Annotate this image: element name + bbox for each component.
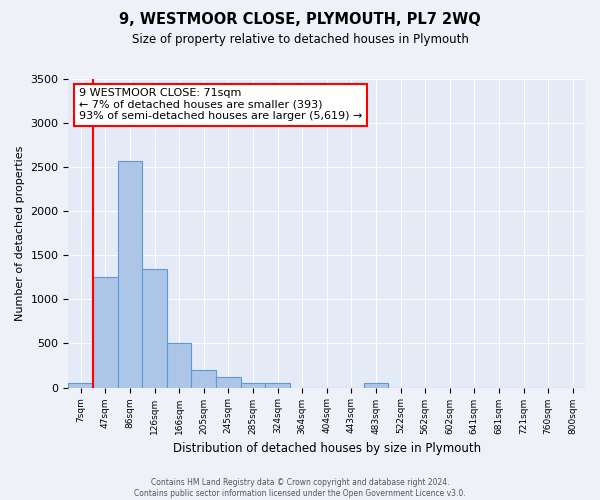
Y-axis label: Number of detached properties: Number of detached properties (15, 146, 25, 321)
Bar (93, 278, 118, 388)
Text: 9 WESTMOOR CLOSE: 71sqm
← 7% of detached houses are smaller (393)
93% of semi-de: 9 WESTMOOR CLOSE: 71sqm ← 7% of detached… (79, 88, 362, 122)
Bar (191, 370, 216, 388)
Bar (142, 270, 167, 388)
Bar (68, 383, 93, 388)
Text: Size of property relative to detached houses in Plymouth: Size of property relative to detached ho… (131, 32, 469, 46)
X-axis label: Distribution of detached houses by size in Plymouth: Distribution of detached houses by size … (173, 442, 481, 455)
Bar (216, 377, 241, 388)
Bar (241, 383, 265, 388)
Text: 9, WESTMOOR CLOSE, PLYMOUTH, PL7 2WQ: 9, WESTMOOR CLOSE, PLYMOUTH, PL7 2WQ (119, 12, 481, 28)
Bar (364, 383, 388, 388)
Bar (118, 161, 142, 388)
Text: Contains HM Land Registry data © Crown copyright and database right 2024.
Contai: Contains HM Land Registry data © Crown c… (134, 478, 466, 498)
Bar (265, 383, 290, 388)
Bar (167, 344, 191, 388)
